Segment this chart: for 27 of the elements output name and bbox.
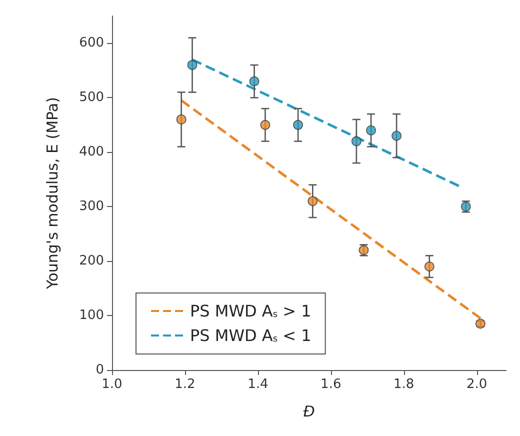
point [187, 60, 198, 70]
y-tick-label: 600 [79, 36, 104, 51]
point [308, 196, 318, 206]
y-tick-label: 400 [79, 144, 104, 160]
point [293, 120, 304, 130]
x-tick-label: 1.2 [174, 377, 196, 392]
point [366, 125, 376, 136]
y-tick-label: 500 [79, 90, 104, 106]
legend-label: PS MWD As < 1 [190, 326, 312, 345]
y-tick-label: 300 [79, 199, 104, 214]
x-tick-label: 1.4 [248, 377, 268, 392]
y-tick-label: 0 [96, 362, 104, 378]
legend-label: PS MWD As > 1 [190, 302, 312, 320]
x-tick-label: 2.0 [466, 377, 488, 392]
point [424, 262, 434, 272]
y-tick-label: 100 [79, 308, 104, 324]
point [392, 130, 402, 141]
point [249, 76, 260, 86]
x-tick-label: 1.0 [102, 377, 122, 392]
point [176, 114, 186, 124]
x-axis-title: Đ [303, 402, 315, 420]
y-tick-label: 200 [79, 254, 104, 269]
y-axis-title: Young's modulus, E (MPa) [44, 97, 62, 290]
x-tick-label: 1.8 [394, 377, 414, 392]
point [260, 120, 270, 130]
x-tick-label: 1.6 [320, 377, 342, 392]
point [351, 136, 362, 146]
